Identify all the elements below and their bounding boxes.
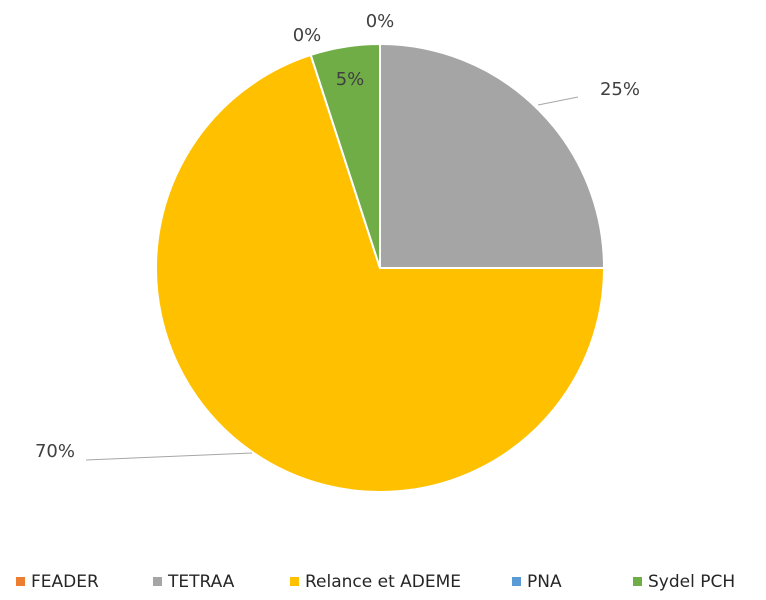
legend-marker (16, 577, 25, 586)
pie-slice (309, 42, 381, 269)
legend-label: TETRAA (167, 572, 235, 592)
pie-slice (155, 53, 606, 493)
leader-line (537, 96, 579, 106)
legend-marker (290, 577, 299, 586)
leader-line (85, 452, 253, 461)
legend-label: PNA (527, 572, 562, 592)
data-label: 5% (336, 69, 365, 90)
data-label: 70% (35, 441, 75, 462)
legend-label: Sydel PCH (648, 572, 735, 592)
legend-label: Relance et ADEME (305, 572, 461, 592)
data-label: 0% (293, 25, 322, 46)
legend-label: FEADER (31, 572, 99, 592)
legend-marker (512, 577, 521, 586)
legend-marker (633, 577, 642, 586)
pie-slice (379, 42, 606, 269)
legend-marker (153, 577, 162, 586)
data-label: 25% (600, 79, 640, 100)
data-label: 0% (366, 11, 395, 32)
